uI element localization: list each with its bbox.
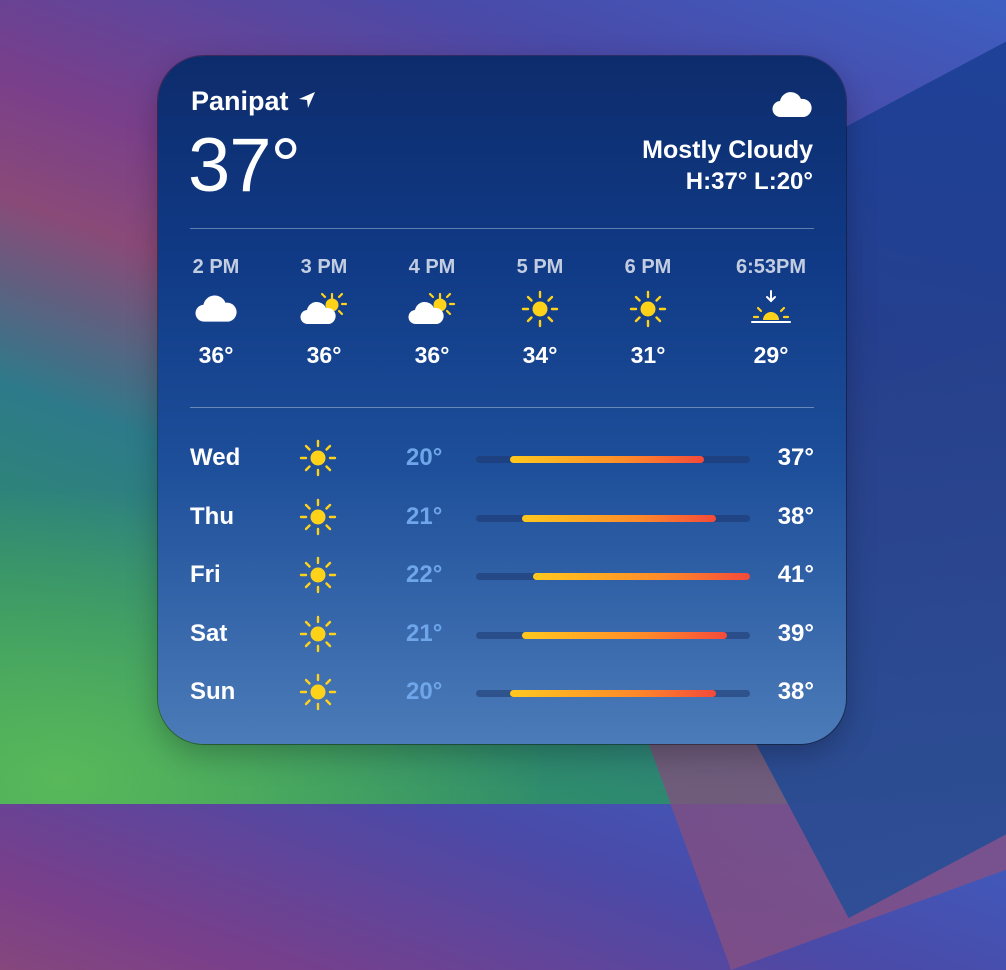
city-name: Panipat	[191, 86, 289, 116]
high-temp: 37°	[777, 444, 814, 471]
hourly-item: 2 PM 36°	[166, 256, 266, 369]
low-temp: 21°	[406, 620, 443, 647]
condition-text: Mostly Cloudy	[642, 136, 813, 164]
cloud-icon	[166, 286, 266, 332]
hour-temp: 34°	[522, 342, 558, 368]
sunset-icon	[721, 286, 821, 332]
sun-icon	[490, 286, 590, 332]
low-temp: 22°	[406, 561, 443, 588]
daily-row: Sat 21° 39°	[190, 614, 814, 654]
temperature-range-bar	[476, 573, 750, 580]
location-arrow-icon	[297, 86, 317, 117]
low-temp: 20°	[406, 678, 443, 705]
temperature-range-bar	[476, 456, 750, 463]
hour-temp: 36°	[414, 342, 450, 368]
temperature-range-bar	[476, 515, 750, 522]
hourly-item: 4 PM 36°	[382, 256, 482, 369]
hour-time: 2 PM	[192, 256, 240, 278]
hour-time: 6:53PM	[735, 256, 807, 278]
hourly-item: 3 PM 36°	[274, 256, 374, 369]
cloud-icon	[772, 92, 812, 123]
hour-time: 5 PM	[516, 256, 564, 278]
daily-row: Sun 20° 38°	[190, 672, 814, 712]
day-name: Thu	[190, 503, 234, 530]
high-temp: 39°	[777, 620, 814, 647]
sun-icon	[298, 555, 338, 595]
low-temp: 20°	[406, 444, 443, 471]
temperature-range-fill	[510, 456, 705, 463]
hourly-item: 5 PM 34°	[490, 256, 590, 369]
sun-icon	[298, 672, 338, 712]
high-temp: 38°	[777, 678, 814, 705]
hour-temp: 29°	[753, 342, 789, 368]
temperature-range-fill	[521, 632, 728, 639]
day-name: Fri	[190, 561, 221, 588]
partly-sunny-icon	[382, 286, 482, 332]
sun-icon	[298, 497, 338, 537]
day-name: Sun	[190, 678, 236, 705]
daily-row: Wed 20° 37°	[190, 438, 814, 478]
hour-time: 6 PM	[624, 256, 672, 278]
high-temp: 41°	[777, 561, 814, 588]
temperature-range-bar	[476, 632, 750, 639]
partly-sunny-icon	[274, 286, 374, 332]
divider	[190, 228, 814, 229]
current-temperature: 37°	[188, 123, 301, 208]
hour-time: 4 PM	[408, 256, 456, 278]
hourly-forecast: 2 PM 36° 3 PM 36°	[190, 256, 814, 386]
high-low-text: H:37° L:20°	[685, 168, 813, 195]
sun-icon	[298, 438, 338, 478]
hourly-item: 6:53PM 29°	[721, 256, 821, 369]
temperature-range-fill	[521, 515, 716, 522]
hour-temp: 36°	[306, 342, 342, 368]
day-name: Wed	[190, 444, 241, 471]
hour-temp: 36°	[198, 342, 234, 368]
weather-widget[interactable]: Panipat 37° Mostly Cloudy H:37° L:20° 2 …	[158, 56, 846, 744]
daily-row: Fri 22° 41°	[190, 555, 814, 595]
sun-icon	[298, 614, 338, 654]
hour-time: 3 PM	[300, 256, 348, 278]
day-name: Sat	[190, 620, 228, 647]
hourly-item: 6 PM 31°	[598, 256, 698, 369]
low-temp: 21°	[406, 503, 443, 530]
hour-temp: 31°	[630, 342, 666, 368]
daily-row: Thu 21° 38°	[190, 497, 814, 537]
location-header: Panipat	[191, 86, 317, 117]
high-temp: 38°	[777, 503, 814, 530]
temperature-range-fill	[533, 573, 750, 580]
temperature-range-bar	[476, 690, 750, 697]
divider	[190, 407, 814, 408]
temperature-range-fill	[510, 690, 716, 697]
sun-icon	[598, 286, 698, 332]
